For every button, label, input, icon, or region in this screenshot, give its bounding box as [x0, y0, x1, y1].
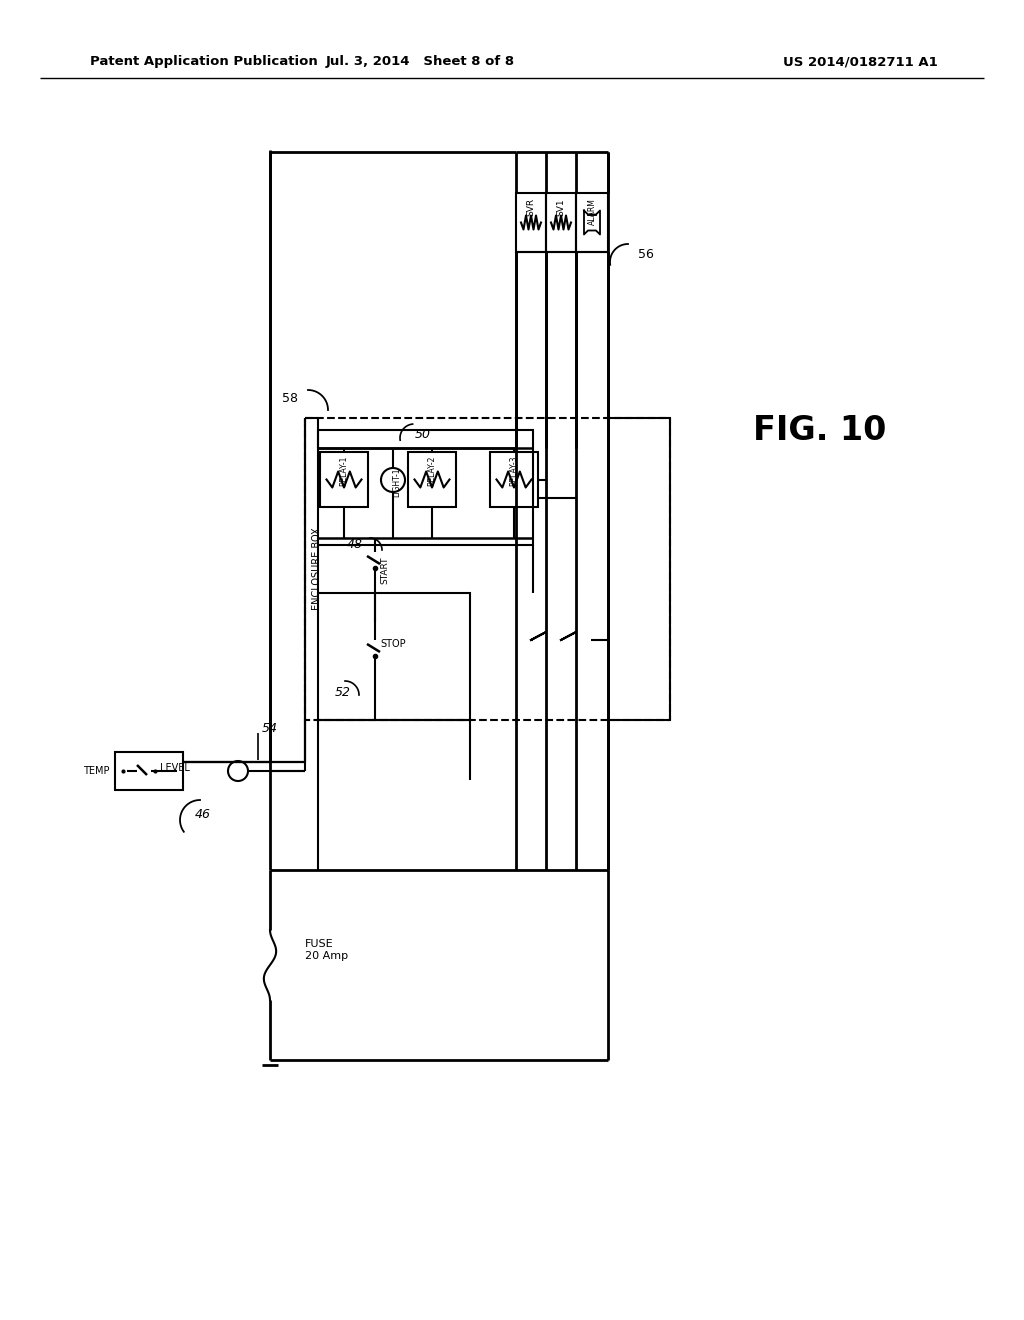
Bar [305, 418, 670, 719]
Text: 52: 52 [335, 685, 351, 698]
Text: 56: 56 [638, 248, 654, 261]
Bar [115, 752, 183, 789]
Text: Patent Application Publication: Patent Application Publication [90, 55, 317, 69]
Bar [490, 451, 538, 507]
Text: US 2014/0182711 A1: US 2014/0182711 A1 [782, 55, 937, 69]
Text: RELAY-1: RELAY-1 [340, 455, 348, 486]
Text: Jul. 3, 2014   Sheet 8 of 8: Jul. 3, 2014 Sheet 8 of 8 [326, 55, 515, 69]
Text: RELAY-3: RELAY-3 [510, 455, 518, 487]
Bar [546, 193, 575, 252]
Text: ALARM: ALARM [588, 198, 597, 224]
Text: STOP: STOP [380, 639, 406, 649]
Bar [318, 593, 470, 719]
Text: 46: 46 [195, 808, 211, 821]
Bar [318, 430, 534, 545]
Text: TEMP: TEMP [84, 766, 110, 776]
Bar [408, 451, 456, 507]
Text: 58: 58 [282, 392, 298, 404]
Text: ENCLOSURE BOX: ENCLOSURE BOX [312, 528, 322, 610]
Text: SVR: SVR [526, 198, 536, 216]
Text: 54: 54 [262, 722, 278, 734]
Text: FUSE
20 Amp: FUSE 20 Amp [305, 940, 348, 961]
Text: LIGHT-1: LIGHT-1 [392, 467, 401, 496]
Bar [516, 193, 546, 252]
Text: SV1: SV1 [556, 198, 565, 215]
Text: 48: 48 [347, 539, 362, 552]
Text: FIG. 10: FIG. 10 [754, 413, 887, 446]
Text: 50: 50 [415, 429, 431, 441]
Text: START: START [380, 556, 389, 583]
Text: RELAY-2: RELAY-2 [427, 455, 436, 486]
Bar [319, 451, 368, 507]
Bar [575, 193, 608, 252]
Text: LEVEL: LEVEL [160, 763, 190, 774]
